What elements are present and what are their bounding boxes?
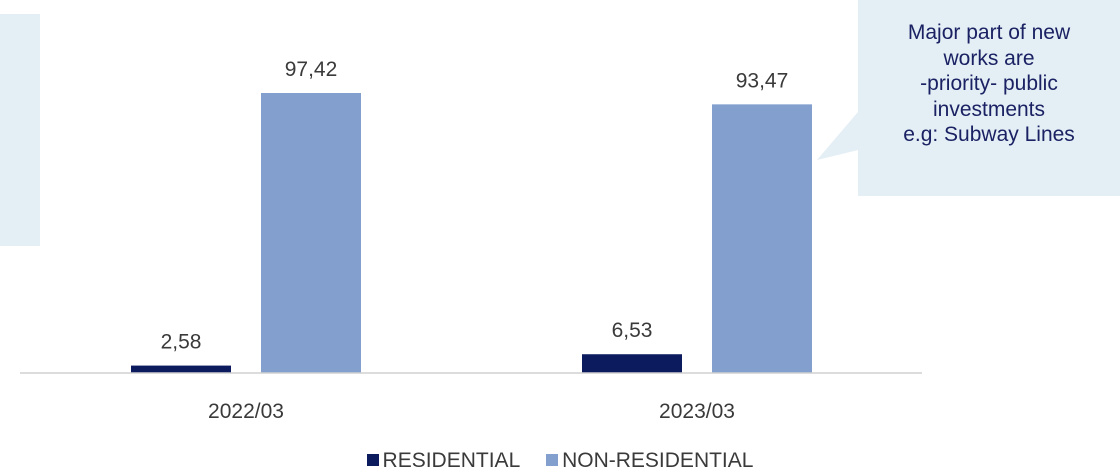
category-label-2022-03: 2022/03 [208,400,284,423]
bar-residential-2022-03 [131,365,231,373]
legend-label-residential: RESIDENTIAL [382,449,521,472]
bar-non-residential-2023-03 [712,104,812,373]
value-label-residential-2023-03: 6,53 [612,319,653,342]
callout-line-5: e.g: Subway Lines [903,123,1075,147]
legend-label-non-residential: NON-RESIDENTIAL [562,449,754,472]
legend-swatch-residential [366,454,379,466]
value-label-residential-2022-03: 2,58 [161,331,202,354]
callout-line-1: Major part of new [907,21,1071,44]
bars-group [131,93,812,373]
category-label-2023-03: 2023/03 [659,400,735,423]
legend-item-residential: RESIDENTIAL [366,449,521,473]
legend-swatch-non-residential [546,454,559,466]
category-labels-group: 2022/03 2023/03 [208,400,735,423]
callout-line-3: -priority- public [920,72,1058,96]
value-labels-group: 2,58 97,42 6,53 93,47 [161,58,789,354]
legend-item-non-residential: NON-RESIDENTIAL [546,449,753,473]
bar-non-residential-2022-03 [261,93,361,373]
annotation-callout: Major part of new works are -priority- p… [858,0,1120,196]
callout-line-2: works are [943,46,1035,70]
value-label-non-residential-2023-03: 93,47 [736,69,789,92]
legend: RESIDENTIAL NON-RESIDENTIAL [0,449,1120,475]
side-note-panel [0,14,40,246]
value-label-non-residential-2022-03: 97,42 [285,58,338,81]
bar-residential-2023-03 [582,354,682,373]
callout-line-4: investments [932,97,1046,121]
